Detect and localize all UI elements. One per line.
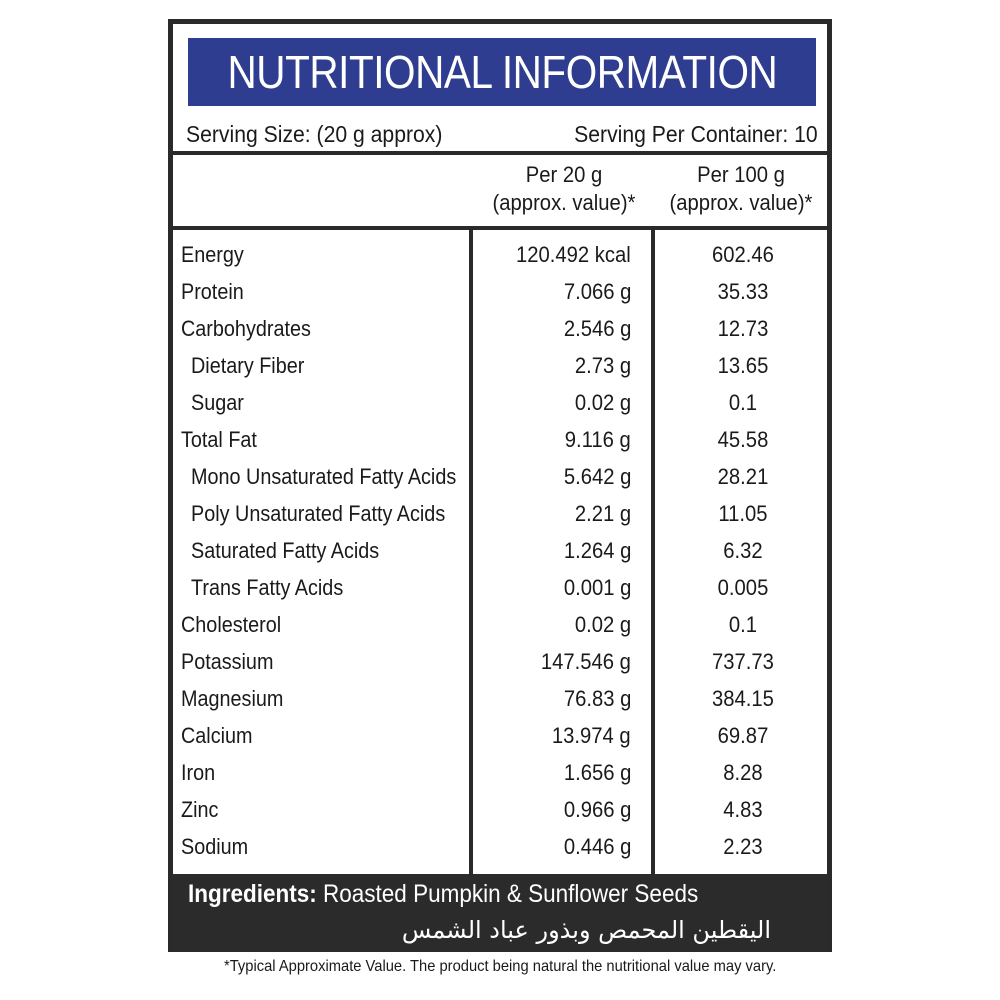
table-row: Sugar 0.02 g 0.1 xyxy=(173,386,827,423)
value-per20: 120.492 kcal xyxy=(516,242,631,267)
value-per20: 1.264 g xyxy=(563,538,631,563)
value-per20: 7.066 g xyxy=(563,279,631,304)
table-row: Saturated Fatty Acids 1.264 g 6.32 xyxy=(173,534,827,571)
value-per100: 69.87 xyxy=(717,723,769,748)
table-row: Protein 7.066 g 35.33 xyxy=(173,275,827,312)
nutrient-name: Protein xyxy=(181,279,244,304)
column-divider-1 xyxy=(469,230,473,874)
ingredients-text: Roasted Pumpkin & Sunflower Seeds xyxy=(316,880,699,908)
table-row: Mono Unsaturated Fatty Acids 5.642 g 28.21 xyxy=(173,460,827,497)
value-per20: 2.546 g xyxy=(563,316,631,341)
nutrient-name: Magnesium xyxy=(181,686,284,711)
nutrition-label: NUTRITIONAL INFORMATION Serving Size: (2… xyxy=(168,19,832,952)
nutrient-name: Carbohydrates xyxy=(181,316,311,341)
value-per100: 384.15 xyxy=(712,686,774,711)
table-row: Calcium 13.974 g 69.87 xyxy=(173,719,827,756)
per20-line2: (approx. value)* xyxy=(492,190,636,215)
nutrient-name: Dietary Fiber xyxy=(191,353,305,378)
table-row: Carbohydrates 2.546 g 12.73 xyxy=(173,312,827,349)
value-per20: 13.974 g xyxy=(552,723,631,748)
value-per20: 0.02 g xyxy=(574,390,631,415)
ingredients-label: Ingredients: xyxy=(188,880,317,908)
nutrient-name: Poly Unsaturated Fatty Acids xyxy=(191,501,446,526)
footnote-text: *Typical Approximate Value. The product … xyxy=(223,958,777,975)
nutrient-name: Potassium xyxy=(181,649,274,674)
value-per100: 602.46 xyxy=(712,242,774,267)
value-per100: 35.33 xyxy=(717,279,769,304)
nutrient-name: Sodium xyxy=(181,834,249,859)
table-row: Magnesium 76.83 g 384.15 xyxy=(173,682,827,719)
column-header-per20: Per 20 g (approx. value)* xyxy=(473,161,655,217)
table-row: Potassium 147.546 g 737.73 xyxy=(173,645,827,682)
value-per100: 737.73 xyxy=(712,649,774,674)
value-per20: 0.02 g xyxy=(574,612,631,637)
value-per20: 0.446 g xyxy=(563,834,631,859)
divider-header xyxy=(173,226,827,230)
per100-line1: Per 100 g xyxy=(697,162,785,187)
nutrient-name: Calcium xyxy=(181,723,253,748)
value-per20: 2.73 g xyxy=(574,353,631,378)
nutrient-name: Iron xyxy=(181,760,216,785)
servings-per-container: Serving Per Container: 10 xyxy=(574,120,818,147)
table-row: Trans Fatty Acids 0.001 g 0.005 xyxy=(173,571,827,608)
table-row: Poly Unsaturated Fatty Acids 2.21 g 11.05 xyxy=(173,497,827,534)
value-per100: 45.58 xyxy=(717,427,769,452)
nutrient-name: Saturated Fatty Acids xyxy=(191,538,380,563)
ingredients-box: Ingredients: Roasted Pumpkin & Sunflower… xyxy=(173,874,827,952)
value-per20: 5.642 g xyxy=(563,464,631,489)
nutrient-name: Trans Fatty Acids xyxy=(191,575,344,600)
column-headers: Per 20 g (approx. value)* Per 100 g (app… xyxy=(173,155,827,226)
divider-top xyxy=(173,151,827,155)
value-per100: 2.23 xyxy=(723,834,763,859)
table-row: Dietary Fiber 2.73 g 13.65 xyxy=(173,349,827,386)
value-per20: 2.21 g xyxy=(574,501,631,526)
nutrient-name: Cholesterol xyxy=(181,612,282,637)
table-row: Total Fat 9.116 g 45.58 xyxy=(173,423,827,460)
value-per100: 0.1 xyxy=(728,612,758,637)
table-row: Cholesterol 0.02 g 0.1 xyxy=(173,608,827,645)
nutrient-name: Total Fat xyxy=(181,427,257,452)
value-per100: 13.65 xyxy=(717,353,769,378)
column-divider-2 xyxy=(651,230,655,874)
value-per100: 28.21 xyxy=(717,464,769,489)
value-per100: 6.32 xyxy=(723,538,763,563)
table-row: Energy 120.492 kcal 602.46 xyxy=(173,238,827,275)
column-header-per100: Per 100 g (approx. value)* xyxy=(655,161,827,217)
value-per20: 1.656 g xyxy=(563,760,631,785)
value-per20: 0.001 g xyxy=(563,575,631,600)
table-row: Zinc 0.966 g 4.83 xyxy=(173,793,827,830)
nutrient-name: Mono Unsaturated Fatty Acids xyxy=(191,464,457,489)
value-per100: 12.73 xyxy=(717,316,769,341)
nutrient-name: Energy xyxy=(181,242,244,267)
nutrient-name: Zinc xyxy=(181,797,219,822)
ingredients-arabic: اليقطين المحمص وبذور عباد الشمس xyxy=(401,916,771,944)
value-per20: 9.116 g xyxy=(564,427,631,452)
value-per100: 8.28 xyxy=(723,760,763,785)
value-per20: 0.966 g xyxy=(563,797,631,822)
per20-line1: Per 20 g xyxy=(525,162,603,187)
table-row: Sodium 0.446 g 2.23 xyxy=(173,830,827,867)
per100-line2: (approx. value)* xyxy=(669,190,813,215)
value-per100: 4.83 xyxy=(723,797,763,822)
footnote: *Typical Approximate Value. The product … xyxy=(0,958,1000,976)
label-title-bar: NUTRITIONAL INFORMATION xyxy=(188,38,816,106)
nutrient-rows: Energy 120.492 kcal 602.46 Protein 7.066 g 35… xyxy=(173,238,827,867)
serving-info: Serving Size: (20 g approx) Serving Per … xyxy=(186,114,818,154)
nutrient-name: Sugar xyxy=(191,390,244,415)
value-per100: 0.1 xyxy=(728,390,758,415)
value-per20: 147.546 g xyxy=(540,649,631,674)
label-title: NUTRITIONAL INFORMATION xyxy=(227,46,777,98)
value-per20: 76.83 g xyxy=(563,686,631,711)
ingredients-line: Ingredients: Roasted Pumpkin & Sunflower… xyxy=(188,880,698,909)
value-per100: 0.005 xyxy=(717,575,769,600)
serving-size: Serving Size: (20 g approx) xyxy=(186,120,443,147)
value-per100: 11.05 xyxy=(718,501,768,526)
table-row: Iron 1.656 g 8.28 xyxy=(173,756,827,793)
